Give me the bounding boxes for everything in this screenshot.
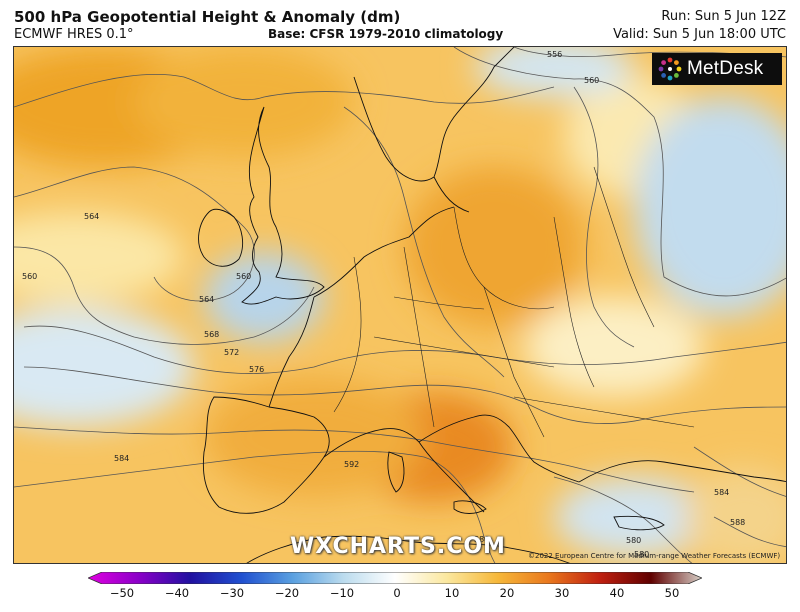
colorbar-tick-label: 40 [609,586,625,600]
anomaly-field: 556 560 564 560 560 564 568 572 576 580 … [14,47,786,563]
contour-label: 564 [84,212,99,221]
colorbar-tick-label: −30 [219,586,245,600]
contour-label: 568 [204,330,219,339]
contour-label: 584 [714,488,729,497]
contour-label: 588 [474,535,489,544]
colorbar-tick-label: −20 [274,586,300,600]
contour-label: 592 [344,460,359,469]
colorbar-tick-label: 50 [664,586,680,600]
valid-time-label: Valid: Sun 5 Jun 18:00 UTC [613,27,786,42]
colorbar-tick-label: 10 [444,586,460,600]
colorbar-tick-label: −50 [109,586,135,600]
colorbar-tick-label: 20 [499,586,515,600]
contour-label: 560 [584,76,599,85]
model-label: ECMWF HRES 0.1° [14,27,134,42]
contour-label-group: 556 560 564 560 560 564 568 572 576 580 … [22,50,745,559]
contour-label: 580 [634,550,649,559]
contour-label: 564 [199,295,214,304]
metdesk-logo: MetDesk [652,53,782,85]
copyright-text: ©2022 European Centre for Medium-range W… [528,552,781,560]
chart-header: 500 hPa Geopotential Height & Anomaly (d… [0,0,800,48]
chart-title: 500 hPa Geopotential Height & Anomaly (d… [14,8,401,26]
climatology-base-label: Base: CFSR 1979-2010 climatology [268,27,504,41]
coastlines [198,47,786,563]
metdesk-logo-icon [658,57,682,81]
height-contours [14,47,786,563]
contour-label: 556 [547,50,562,59]
contour-label: 588 [730,518,745,527]
contour-label: 580 [626,536,641,545]
colorbar-tick-label: −10 [329,586,355,600]
colorbar-tick-label: 0 [393,586,401,600]
anomaly-shading [14,47,786,563]
colorbar [88,572,702,584]
colorbar-bar [88,572,702,584]
contour-label: 560 [22,272,37,281]
colorbar-tick-label: 30 [554,586,570,600]
contour-label: 576 [249,365,264,374]
run-time-label: Run: Sun 5 Jun 12Z [661,9,786,24]
colorbar-tick-label: −40 [164,586,190,600]
contour-label: 572 [224,348,239,357]
weather-map: 556 560 564 560 560 564 568 572 576 580 … [13,46,787,564]
metdesk-logo-text: MetDesk [687,58,764,79]
wxcharts-watermark: WXCHARTS.COM [290,534,506,559]
contour-label: 560 [236,272,251,281]
country-borders [333,166,695,438]
contour-label: 584 [114,454,129,463]
